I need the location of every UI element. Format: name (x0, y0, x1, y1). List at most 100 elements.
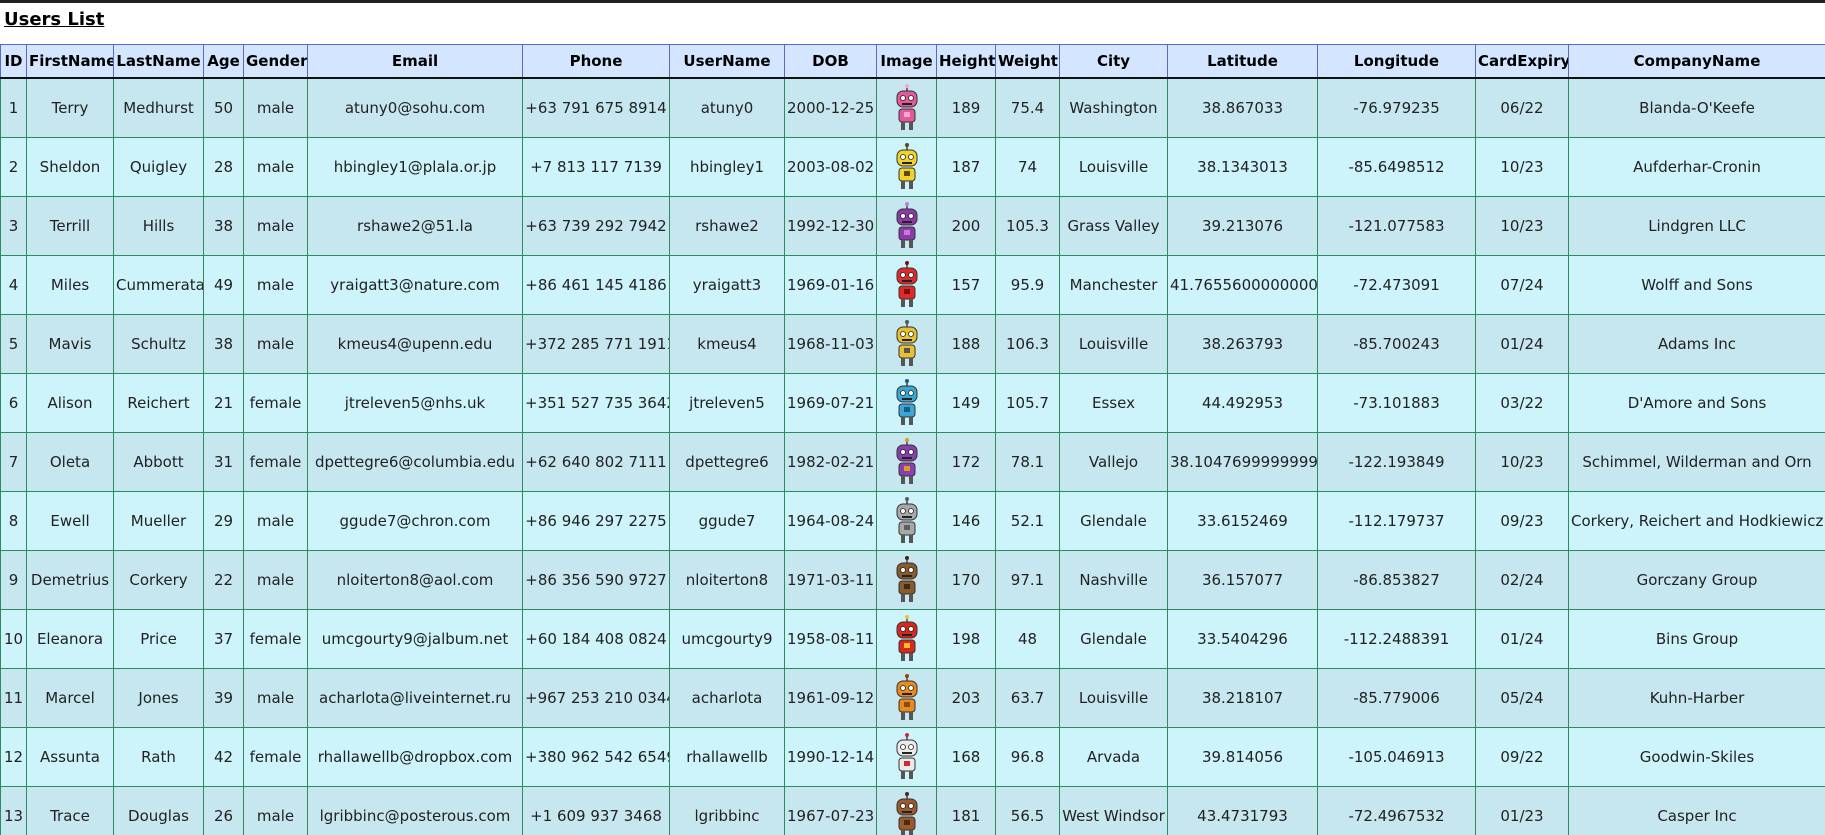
id-cell: 7 (0, 432, 27, 492)
phone-cell: +86 946 297 2275 (522, 491, 670, 551)
city-cell: West Windsor (1059, 786, 1168, 835)
dob-cell: 2003-08-02 (784, 137, 877, 197)
height-cell: 187 (936, 137, 996, 197)
city-cell: Louisville (1059, 137, 1168, 197)
gender-cell: male (243, 255, 308, 315)
weight-cell: 75.4 (995, 77, 1060, 138)
phone-cell: +63 739 292 7942 (522, 196, 670, 256)
phone-cell: +86 461 145 4186 (522, 255, 670, 315)
robot-gray-icon (896, 497, 917, 543)
column-header-height: Height (936, 44, 996, 79)
username-cell: yraigatt3 (669, 255, 785, 315)
id-cell: 1 (0, 77, 27, 138)
age-cell: 38 (203, 314, 244, 374)
weight-cell: 48 (995, 609, 1060, 669)
email-cell: lgribbinc@posterous.com (307, 786, 523, 835)
city-cell: Nashville (1059, 550, 1168, 610)
company-name-cell: Schimmel, Wilderman and Orn (1568, 432, 1825, 492)
gender-cell: male (243, 786, 308, 835)
robot-brown-icon (896, 556, 917, 602)
age-cell: 22 (203, 550, 244, 610)
dob-cell: 1992-12-30 (784, 196, 877, 256)
table-row: 9 Demetrius Corkery 22 male nloiterton8@aol.c… (0, 550, 1825, 610)
age-cell: 29 (203, 491, 244, 551)
city-cell: Manchester (1059, 255, 1168, 315)
longitude-cell: -122.193849 (1317, 432, 1476, 492)
image-cell (876, 432, 937, 492)
column-header-last-name: LastName (113, 44, 204, 79)
phone-cell: +63 791 675 8914 (522, 77, 670, 138)
robot-blue-icon (896, 379, 917, 425)
robot-pink-icon (896, 84, 917, 130)
column-header-latitude: Latitude (1167, 44, 1318, 79)
card-expiry-cell: 05/24 (1475, 668, 1569, 728)
image-cell (876, 373, 937, 433)
last-name-cell: Schultz (113, 314, 204, 374)
first-name-cell: Marcel (26, 668, 114, 728)
image-cell (876, 255, 937, 315)
longitude-cell: -121.077583 (1317, 196, 1476, 256)
company-name-cell: Bins Group (1568, 609, 1825, 669)
dob-cell: 1990-12-14 (784, 727, 877, 787)
top-border (0, 0, 1825, 3)
username-cell: ggude7 (669, 491, 785, 551)
gender-cell: female (243, 373, 308, 433)
longitude-cell: -72.4967532 (1317, 786, 1476, 835)
city-cell: Louisville (1059, 668, 1168, 728)
column-header-city: City (1059, 44, 1168, 79)
age-cell: 38 (203, 196, 244, 256)
last-name-cell: Jones (113, 668, 204, 728)
company-name-cell: Wolff and Sons (1568, 255, 1825, 315)
first-name-cell: Sheldon (26, 137, 114, 197)
card-expiry-cell: 09/22 (1475, 727, 1569, 787)
username-cell: lgribbinc (669, 786, 785, 835)
city-cell: Glendale (1059, 609, 1168, 669)
gender-cell: male (243, 491, 308, 551)
phone-cell: +967 253 210 0344 (522, 668, 670, 728)
column-header-first-name: FirstName (26, 44, 114, 79)
last-name-cell: Hills (113, 196, 204, 256)
company-name-cell: Goodwin-Skiles (1568, 727, 1825, 787)
first-name-cell: Terry (26, 77, 114, 138)
last-name-cell: Douglas (113, 786, 204, 835)
age-cell: 26 (203, 786, 244, 835)
weight-cell: 95.9 (995, 255, 1060, 315)
username-cell: kmeus4 (669, 314, 785, 374)
gender-cell: male (243, 77, 308, 138)
gender-cell: male (243, 137, 308, 197)
robot-yellow-icon (896, 143, 917, 189)
dob-cell: 1967-07-23 (784, 786, 877, 835)
robot-violet-icon (896, 438, 917, 484)
table-row: 8 Ewell Mueller 29 male ggude7@chron.com +86 9… (0, 491, 1825, 551)
last-name-cell: Rath (113, 727, 204, 787)
card-expiry-cell: 02/24 (1475, 550, 1569, 610)
last-name-cell: Quigley (113, 137, 204, 197)
phone-cell: +372 285 771 1911 (522, 314, 670, 374)
company-name-cell: Corkery, Reichert and Hodkiewicz (1568, 491, 1825, 551)
phone-cell: +62 640 802 7111 (522, 432, 670, 492)
age-cell: 37 (203, 609, 244, 669)
city-cell: Vallejo (1059, 432, 1168, 492)
weight-cell: 56.5 (995, 786, 1060, 835)
age-cell: 49 (203, 255, 244, 315)
table-row: 6 Alison Reichert 21 female jtreleven5@nhs.uk… (0, 373, 1825, 433)
phone-cell: +351 527 735 3642 (522, 373, 670, 433)
age-cell: 42 (203, 727, 244, 787)
gender-cell: male (243, 196, 308, 256)
id-cell: 3 (0, 196, 27, 256)
last-name-cell: Reichert (113, 373, 204, 433)
column-header-image: Image (876, 44, 937, 79)
image-cell (876, 550, 937, 610)
column-header-phone: Phone (522, 44, 670, 79)
table-body: 1 Terry Medhurst 50 male atuny0@sohu.com +63 7… (0, 77, 1825, 835)
column-header-username: UserName (669, 44, 785, 79)
height-cell: 198 (936, 609, 996, 669)
id-cell: 6 (0, 373, 27, 433)
weight-cell: 96.8 (995, 727, 1060, 787)
column-header-longitude: Longitude (1317, 44, 1476, 79)
gender-cell: male (243, 550, 308, 610)
longitude-cell: -86.853827 (1317, 550, 1476, 610)
city-cell: Glendale (1059, 491, 1168, 551)
phone-cell: +60 184 408 0824 (522, 609, 670, 669)
gender-cell: female (243, 727, 308, 787)
